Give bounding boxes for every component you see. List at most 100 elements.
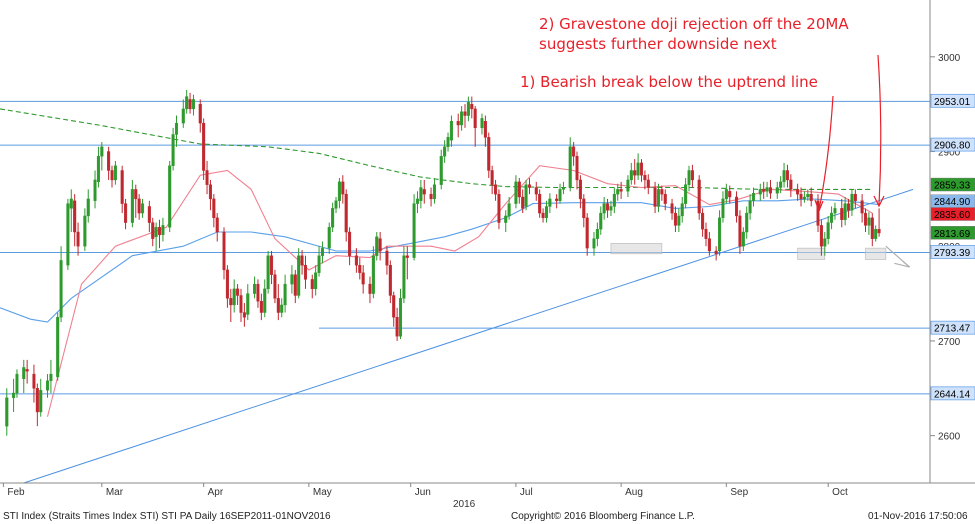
level-tag-label: 2953.01 (934, 97, 971, 108)
candle-body (147, 206, 151, 223)
candle-body (303, 264, 307, 280)
candle-body (22, 367, 26, 380)
footer: STI Index (Straits Times Index STI) STI … (3, 511, 968, 522)
candle-body (446, 137, 450, 147)
candle-body (534, 187, 538, 195)
annotation-2-line-1: 2) Gravestone doji rejection off the 20M… (539, 15, 849, 33)
candle-body (293, 274, 297, 296)
candle-body (25, 369, 29, 372)
trendline-group (23, 188, 914, 484)
candle-body (375, 236, 379, 256)
candle-body (188, 99, 192, 110)
candle-body (297, 255, 301, 296)
price-tag-label: 2835.60 (934, 210, 971, 221)
projection-arrowhead (894, 260, 911, 268)
candle-body (463, 111, 467, 116)
candle-body (93, 179, 97, 201)
candle-body (371, 255, 375, 294)
candle-body (32, 373, 36, 389)
candle-body (639, 162, 644, 176)
candle-body (253, 283, 257, 294)
footer-right: 01-Nov-2016 17:50:06 (868, 511, 968, 522)
level-tag (930, 386, 975, 401)
candle-body (96, 156, 100, 183)
candle-body (398, 298, 403, 337)
candle-body (541, 212, 545, 219)
candle-body (212, 198, 216, 219)
candle-body (521, 196, 525, 209)
candle-body (602, 203, 606, 214)
candle-body (290, 274, 294, 285)
candle-body (344, 193, 348, 233)
candle-body (514, 181, 518, 204)
candle-body (704, 228, 708, 239)
candle-body (701, 212, 705, 230)
candle-body (388, 264, 392, 296)
candle-body (168, 165, 172, 228)
support-box (610, 243, 663, 255)
candle-body (735, 196, 739, 217)
candle-body (782, 170, 786, 183)
level-tag (930, 137, 975, 152)
candle-body (439, 156, 443, 185)
annotation-1-arrowhead (814, 199, 824, 213)
candle-body (816, 200, 820, 226)
candle-body (497, 193, 501, 223)
support-box (865, 247, 887, 260)
price-tag (930, 226, 975, 240)
candle-body (35, 388, 39, 413)
candle-body (860, 200, 864, 214)
candle-body (158, 227, 162, 236)
candle-body (134, 189, 138, 200)
candle-body (354, 255, 358, 266)
candle-body (751, 192, 756, 201)
candle-body (561, 187, 565, 190)
candle-body (612, 193, 616, 207)
candle-body (527, 184, 532, 188)
x-tick-label: Apr (208, 487, 224, 498)
candle-body (762, 189, 766, 192)
candle-body (544, 206, 548, 219)
candle-body (741, 231, 745, 247)
candle-body (616, 189, 620, 195)
candle-body (748, 200, 752, 214)
candle-body (680, 203, 684, 217)
candle-body (470, 103, 474, 110)
level-tag (930, 93, 975, 108)
candle-body (582, 198, 586, 219)
candle-body (191, 99, 195, 110)
candle-body (151, 222, 155, 239)
ma-line-1 (0, 108, 873, 190)
candle-body (677, 215, 681, 226)
candle-body (198, 103, 202, 124)
price-tag-label: 2813.69 (934, 229, 971, 240)
footer-center: Copyright© 2016 Bloomberg Finance L.P. (511, 511, 695, 522)
candle-body (449, 121, 453, 141)
candle-body (154, 227, 158, 237)
candle-body (456, 121, 460, 126)
candle-body (785, 170, 789, 181)
candle-body (327, 227, 331, 249)
candle-body (76, 231, 80, 247)
annotation-2-arrowhead (873, 195, 885, 208)
candle-body (609, 206, 613, 211)
candle-body (663, 193, 667, 204)
candle-body (225, 269, 229, 299)
level-tag-label: 2713.47 (934, 324, 971, 335)
level-tag-label: 2644.14 (934, 389, 971, 400)
y-tick-label: 2700 (938, 337, 961, 348)
candle-body (799, 193, 803, 200)
candle-body (833, 208, 837, 214)
x-tick-label: Jul (520, 487, 533, 498)
candle-body (643, 175, 647, 181)
candle-body (368, 283, 372, 294)
candle-body (636, 162, 640, 176)
candle-body (578, 179, 582, 200)
candle-body (809, 193, 813, 201)
candle-body (595, 228, 599, 239)
candle-body (412, 203, 416, 258)
price-tag-label: 2859.33 (934, 181, 971, 192)
candle-body (619, 189, 623, 192)
